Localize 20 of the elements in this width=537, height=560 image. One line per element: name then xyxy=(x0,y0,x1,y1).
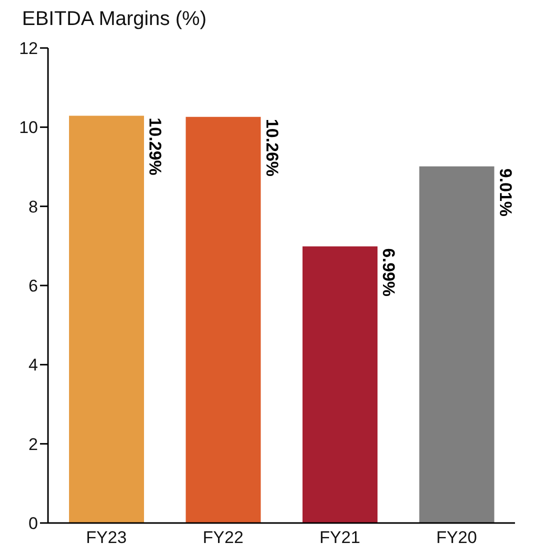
bar xyxy=(302,246,378,523)
y-tick-label: 4 xyxy=(28,356,38,375)
y-tick-label: 2 xyxy=(28,434,38,454)
bar xyxy=(69,116,144,523)
x-tick-label: FY22 xyxy=(202,528,244,548)
bar xyxy=(419,166,494,523)
bar xyxy=(186,116,261,523)
chart-title: EBITDA Margins (%) xyxy=(21,8,208,32)
data-label: 6.99% xyxy=(379,248,398,297)
y-tick-label: 10 xyxy=(19,118,38,138)
data-label: 9.01% xyxy=(496,168,515,217)
x-tick-label: FY21 xyxy=(320,528,360,548)
y-tick-label: 8 xyxy=(28,197,38,216)
y-tick-label: 6 xyxy=(28,276,38,296)
data-label: 10.26% xyxy=(262,118,282,177)
data-label: 10.29% xyxy=(146,118,165,176)
y-tick-label: 12 xyxy=(19,39,38,58)
x-tick-label: FY23 xyxy=(86,528,127,548)
x-tick-label: FY20 xyxy=(436,528,477,548)
y-tick-label: 0 xyxy=(28,514,38,534)
